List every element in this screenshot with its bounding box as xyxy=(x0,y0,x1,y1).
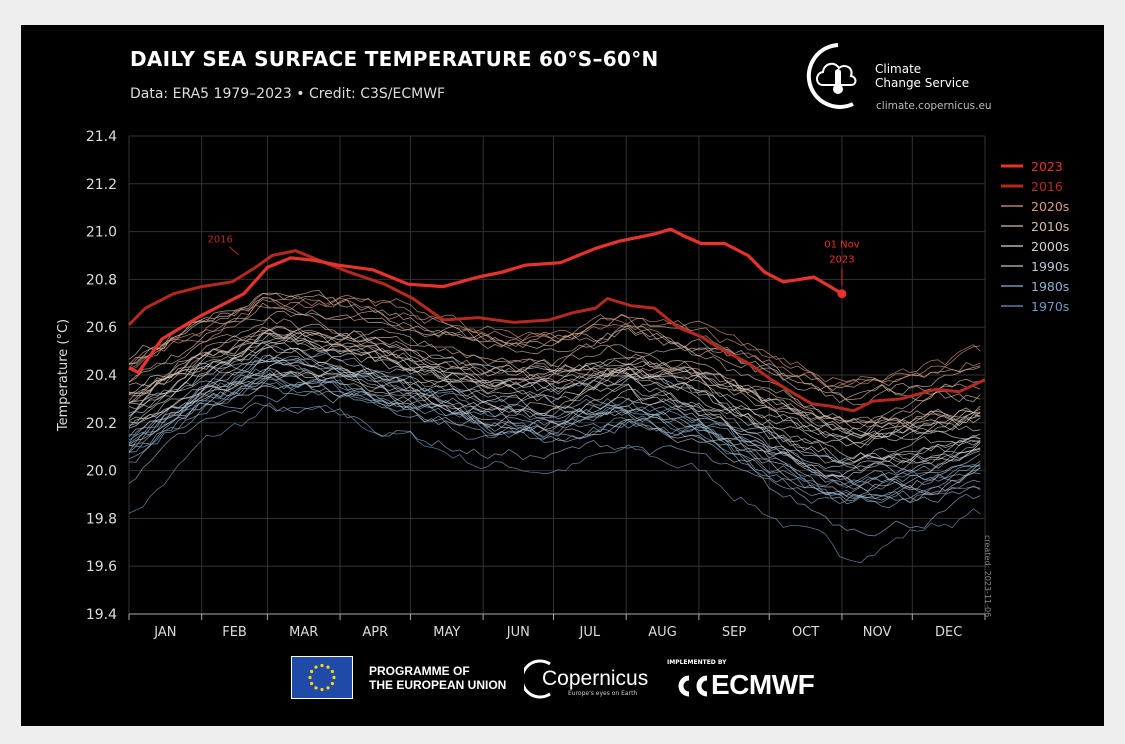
decade-line-1990s xyxy=(128,372,981,497)
chart-subtitle: Data: ERA5 1979–2023 • Credit: C3S/ECMWF xyxy=(130,86,446,102)
x-tick-label: AUG xyxy=(648,625,676,640)
legend-label: 1970s xyxy=(1031,299,1069,314)
x-tick-label: APR xyxy=(362,625,388,640)
decade-line-2010s xyxy=(128,310,981,424)
decade-line-1970s xyxy=(128,402,981,564)
decade-line-1990s xyxy=(128,342,981,464)
legend-label: 2016 xyxy=(1031,179,1063,194)
series-line-2023 xyxy=(128,227,843,375)
eu-star xyxy=(326,665,330,669)
decade-line-2000s xyxy=(128,367,981,478)
decade-line-1990s xyxy=(128,337,981,464)
eu-star xyxy=(326,686,330,690)
eu-flag-icon xyxy=(291,656,353,699)
chart-title: DAILY SEA SURFACE TEMPERATURE 60°S–60°N xyxy=(130,47,659,71)
y-axis-label: Temperature (°C) xyxy=(56,319,71,432)
decade-line-2000s xyxy=(128,329,981,444)
decade-line-1980s xyxy=(128,379,981,509)
eu-star xyxy=(320,663,324,668)
y-tick-label: 21.0 xyxy=(86,225,117,241)
legend-label: 1990s xyxy=(1031,259,1069,274)
decade-line-2000s xyxy=(128,356,981,463)
decade-line-1980s xyxy=(128,379,981,505)
annotation-date: 01 Nov xyxy=(824,240,860,251)
decade-line-2020s xyxy=(128,294,981,387)
decade-line-1980s xyxy=(128,382,981,504)
y-tick-label: 20.6 xyxy=(86,320,117,336)
copernicus-tagline: Europe's eyes on Earth xyxy=(568,690,638,697)
decade-line-2010s xyxy=(128,325,981,439)
ecmwf-logo-icon xyxy=(678,675,708,697)
created-note: created: 2023-11-06 xyxy=(983,535,992,618)
logo-url: climate.copernicus.eu xyxy=(876,100,992,112)
series-endpoint-2023 xyxy=(837,289,847,299)
y-tick-label: 21.4 xyxy=(86,129,117,145)
decade-line-1990s xyxy=(128,354,981,464)
eu-star xyxy=(320,687,324,692)
y-tick-label: 19.4 xyxy=(86,607,117,623)
decade-line-2000s xyxy=(128,332,981,435)
annotation-year: 2023 xyxy=(829,255,854,266)
y-tick-label: 20.8 xyxy=(86,272,117,288)
eu-star xyxy=(332,675,336,680)
chart-frame: DAILY SEA SURFACE TEMPERATURE 60°S–60°N … xyxy=(21,25,1104,726)
decade-line-1990s xyxy=(128,361,981,480)
decade-line-2010s xyxy=(128,331,981,429)
x-tick-label: JAN xyxy=(153,625,176,640)
x-tick-label: FEB xyxy=(222,625,247,640)
legend-label: 2000s xyxy=(1031,239,1069,254)
y-tick-label: 19.6 xyxy=(86,559,117,575)
eu-star xyxy=(330,669,334,674)
eu-star xyxy=(310,669,314,674)
implemented-by-label: IMPLEMENTED BY xyxy=(667,659,727,666)
y-tick-label: 20.2 xyxy=(86,416,117,432)
decade-line-2010s xyxy=(128,328,981,430)
x-tick-label: DEC xyxy=(935,625,962,640)
y-tick-label: 20.0 xyxy=(86,464,117,480)
decade-line-2000s xyxy=(128,337,981,446)
legend-label: 2023 xyxy=(1031,159,1063,174)
x-tick-label: JUL xyxy=(579,625,601,640)
decade-line-2020s xyxy=(128,297,981,392)
eu-star xyxy=(308,675,312,680)
copernicus-logo-icon xyxy=(524,659,551,699)
decade-line-1990s xyxy=(128,371,981,501)
legend-label: 2020s xyxy=(1031,199,1069,214)
eu-star xyxy=(330,681,334,686)
sst-chart: JAN FEB MAR APR MAY JUN JUL AUG SEP OCT NOV DEC 19.4… xyxy=(56,129,1069,640)
logo-name: Climate Change Service xyxy=(875,62,970,90)
x-tick-label: MAR xyxy=(289,625,318,640)
decade-line-2000s xyxy=(128,369,981,462)
eu-star xyxy=(314,665,318,669)
copernicus-wordmark: Copernicus xyxy=(542,667,649,690)
y-tick-label: 19.8 xyxy=(86,511,117,527)
climate-change-service-logo-icon xyxy=(806,43,857,109)
eu-programme-text: PROGRAMME OF THE EUROPEAN UNION xyxy=(369,664,507,692)
annotation-2016-pointer xyxy=(228,246,239,256)
x-tick-label: SEP xyxy=(722,625,746,640)
decade-line-2010s xyxy=(128,292,981,401)
x-tick-label: MAY xyxy=(433,625,460,640)
ecmwf-wordmark: ECMWF xyxy=(711,669,815,700)
x-tick-label: OCT xyxy=(792,625,819,640)
series-line-2016 xyxy=(127,249,986,413)
eu-star xyxy=(314,686,318,690)
legend-label: 1980s xyxy=(1031,279,1069,294)
x-tick-label: JUN xyxy=(506,625,530,640)
decade-line-1990s xyxy=(128,367,981,490)
decade-line-1980s xyxy=(128,371,981,493)
decade-line-1980s xyxy=(128,402,981,537)
decade-line-1990s xyxy=(128,356,981,472)
decade-line-2020s xyxy=(128,296,981,385)
decade-line-2000s xyxy=(128,342,981,441)
eu-star xyxy=(310,681,314,686)
x-tick-label: NOV xyxy=(863,625,892,640)
legend-label: 2010s xyxy=(1031,219,1069,234)
y-tick-label: 20.4 xyxy=(86,368,117,384)
y-tick-label: 21.2 xyxy=(86,177,117,193)
annotation-2016: 2016 xyxy=(207,235,232,246)
